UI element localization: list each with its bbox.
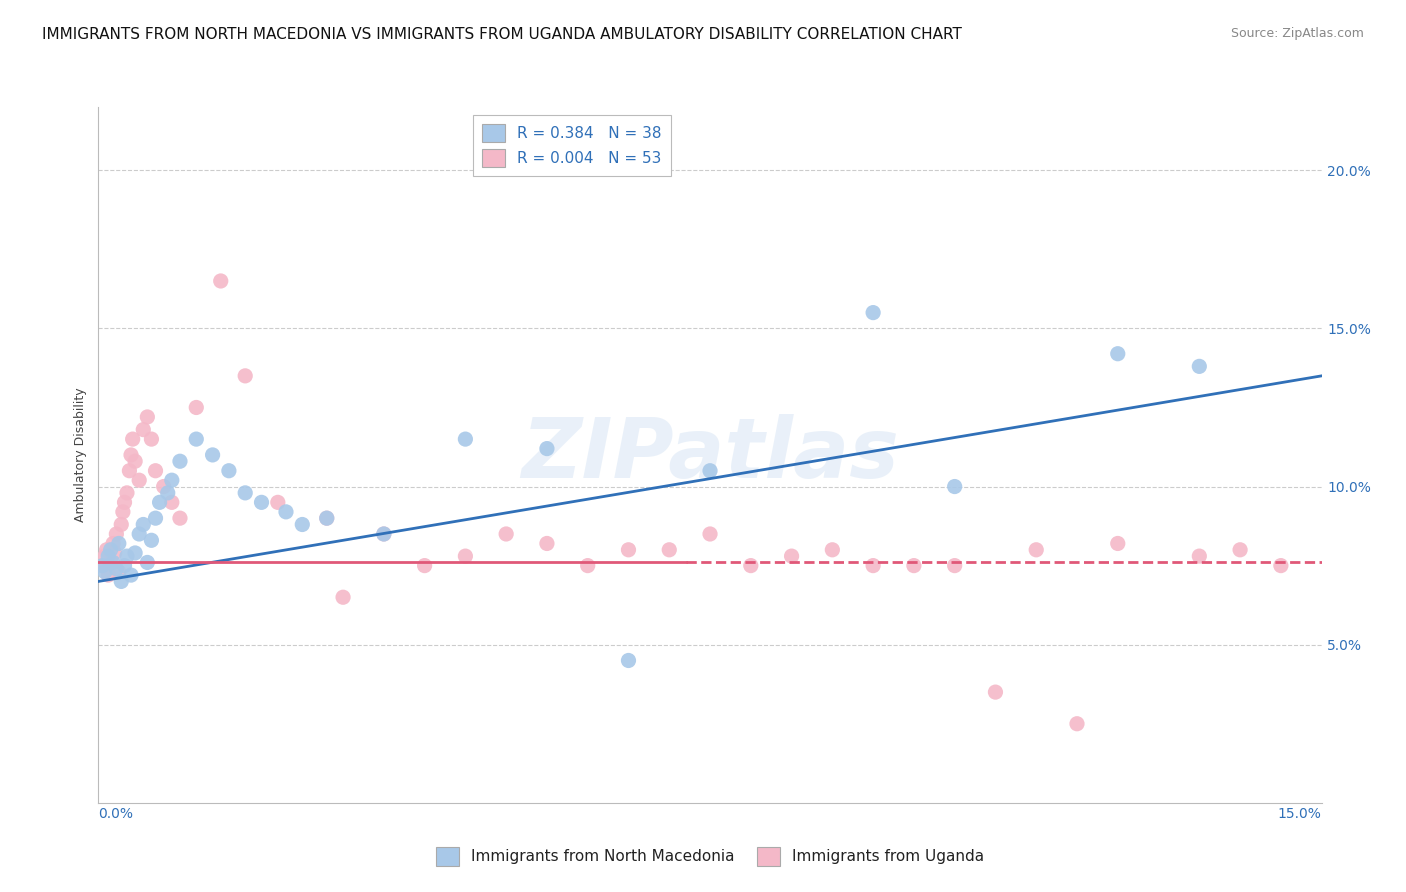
Point — [943, 479, 966, 493]
Point — [201, 448, 224, 462]
Point — [1025, 542, 1047, 557]
Point — [94, 565, 117, 579]
Point — [115, 549, 138, 563]
Point — [658, 542, 681, 557]
Point — [1188, 549, 1211, 563]
Point — [110, 517, 132, 532]
Point — [1270, 558, 1292, 573]
Point — [105, 562, 128, 576]
Point — [267, 495, 290, 509]
Point — [274, 505, 297, 519]
Point — [97, 549, 120, 563]
Point — [536, 536, 558, 550]
Point — [186, 401, 208, 415]
Point — [115, 486, 138, 500]
Point — [495, 527, 517, 541]
Legend: Immigrants from North Macedonia, Immigrants from Uganda: Immigrants from North Macedonia, Immigra… — [429, 841, 991, 871]
Point — [1188, 359, 1211, 374]
Point — [1107, 536, 1129, 550]
Point — [699, 527, 721, 541]
Y-axis label: Ambulatory Disability: Ambulatory Disability — [75, 388, 87, 522]
Point — [1229, 542, 1251, 557]
Point — [108, 565, 131, 579]
Point — [862, 558, 884, 573]
Point — [984, 685, 1007, 699]
Text: 0.0%: 0.0% — [98, 807, 134, 822]
Point — [120, 568, 142, 582]
Point — [94, 549, 117, 563]
Point — [101, 536, 124, 550]
Point — [145, 464, 167, 478]
Point — [136, 556, 159, 570]
Point — [186, 432, 208, 446]
Text: 15.0%: 15.0% — [1278, 807, 1322, 822]
Text: IMMIGRANTS FROM NORTH MACEDONIA VS IMMIGRANTS FROM UGANDA AMBULATORY DISABILITY : IMMIGRANTS FROM NORTH MACEDONIA VS IMMIG… — [42, 27, 962, 42]
Point — [454, 549, 477, 563]
Point — [132, 423, 155, 437]
Point — [132, 517, 155, 532]
Point — [121, 432, 143, 446]
Point — [218, 464, 240, 478]
Point — [118, 464, 141, 478]
Point — [780, 549, 803, 563]
Point — [209, 274, 232, 288]
Point — [108, 536, 131, 550]
Point — [100, 542, 122, 557]
Point — [169, 511, 191, 525]
Point — [105, 527, 128, 541]
Point — [617, 542, 640, 557]
Point — [943, 558, 966, 573]
Point — [1066, 716, 1088, 731]
Point — [413, 558, 436, 573]
Point — [124, 454, 146, 468]
Point — [160, 473, 183, 487]
Point — [1107, 347, 1129, 361]
Point — [233, 486, 256, 500]
Point — [96, 542, 118, 557]
Point — [152, 479, 174, 493]
Point — [91, 558, 114, 573]
Point — [91, 558, 114, 573]
Point — [100, 556, 122, 570]
Point — [233, 368, 256, 383]
Point — [536, 442, 558, 456]
Text: Source: ZipAtlas.com: Source: ZipAtlas.com — [1230, 27, 1364, 40]
Point — [149, 495, 172, 509]
Point — [111, 505, 134, 519]
Point — [821, 542, 844, 557]
Point — [120, 448, 142, 462]
Point — [169, 454, 191, 468]
Point — [903, 558, 925, 573]
Point — [373, 527, 395, 541]
Point — [315, 511, 337, 525]
Point — [740, 558, 762, 573]
Point — [862, 305, 884, 319]
Point — [454, 432, 477, 446]
Point — [114, 495, 136, 509]
Point — [250, 495, 273, 509]
Point — [101, 556, 124, 570]
Point — [141, 432, 163, 446]
Point — [128, 473, 150, 487]
Point — [576, 558, 599, 573]
Point — [145, 511, 167, 525]
Point — [124, 546, 146, 560]
Text: ZIPatlas: ZIPatlas — [522, 415, 898, 495]
Point — [617, 653, 640, 667]
Point — [97, 568, 120, 582]
Point — [315, 511, 337, 525]
Point — [332, 591, 354, 605]
Point — [141, 533, 163, 548]
Point — [110, 574, 132, 589]
Point — [104, 546, 127, 560]
Point — [156, 486, 179, 500]
Point — [114, 558, 136, 573]
Point — [699, 464, 721, 478]
Point — [373, 527, 395, 541]
Point — [291, 517, 314, 532]
Point — [128, 527, 150, 541]
Point — [160, 495, 183, 509]
Point — [136, 409, 159, 424]
